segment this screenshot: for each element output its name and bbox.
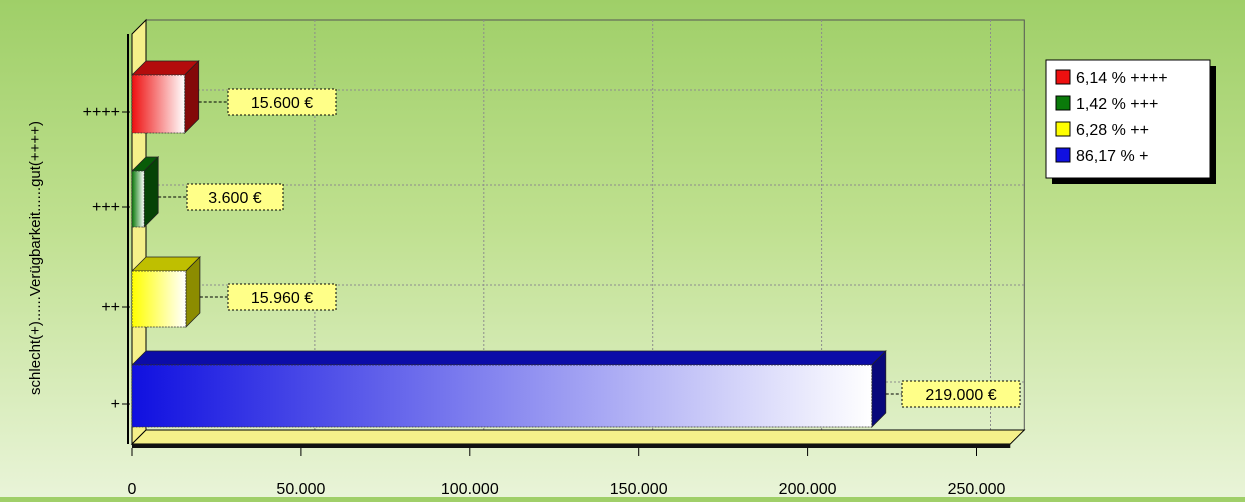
- value-label-box: [227, 283, 337, 311]
- legend-swatch: [1055, 69, 1071, 85]
- legend-swatch: [1055, 95, 1071, 111]
- x-tick-label: 100.000: [441, 481, 499, 497]
- x-tick-label: 0: [128, 481, 137, 497]
- x-tick-label: 150.000: [610, 481, 668, 497]
- value-label: 3.600 €: [208, 190, 261, 207]
- y-axis-title: schlecht(+)......Verügbarkeit......gut(+…: [27, 121, 44, 395]
- floor: [130, 429, 1026, 445]
- bar-+++: [131, 170, 145, 228]
- bar-+: [131, 364, 873, 428]
- x-tick-label: 250.000: [948, 481, 1006, 497]
- bar-++++: [131, 74, 186, 134]
- bar-top: [131, 350, 887, 366]
- value-label: 219.000 €: [925, 387, 996, 404]
- x-tick-label: 50.000: [276, 481, 325, 497]
- legend-swatch: [1055, 147, 1071, 163]
- y-tick-label: ++: [101, 299, 120, 316]
- bar-++: [131, 270, 187, 328]
- legend-item: 86,17 % +: [1076, 148, 1149, 165]
- x-axis-line: [132, 444, 1011, 448]
- value-label: 15.600 €: [251, 95, 313, 112]
- legend-item: 1,42 % +++: [1076, 96, 1158, 113]
- y-tick-label: ++++: [83, 104, 120, 121]
- y-tick-label: +: [111, 396, 120, 413]
- legend-item: 6,14 % ++++: [1076, 70, 1168, 87]
- legend-item: 6,28 % ++: [1076, 122, 1149, 139]
- value-label-box: [227, 88, 337, 116]
- bar-side: [871, 350, 887, 428]
- value-label: 15.960 €: [251, 290, 313, 307]
- legend-swatch: [1055, 121, 1071, 137]
- value-label-box: [901, 380, 1021, 408]
- x-tick-label: 200.000: [779, 481, 837, 497]
- value-label-box: [186, 183, 284, 211]
- y-tick-label: +++: [92, 199, 120, 216]
- legend-box: [1045, 59, 1211, 179]
